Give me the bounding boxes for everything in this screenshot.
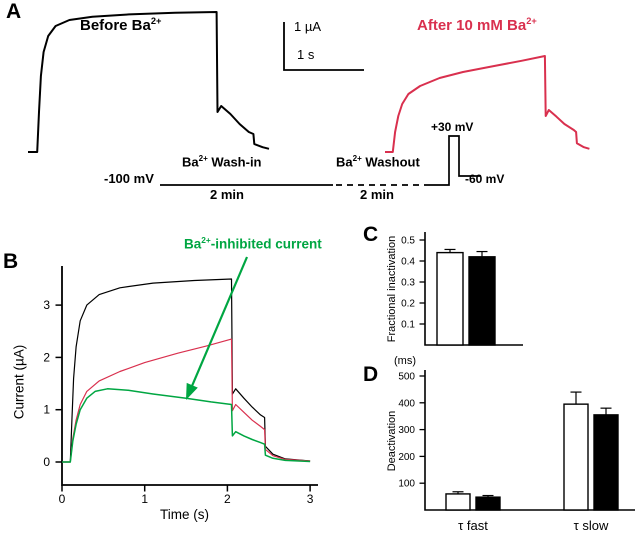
d-bar [563, 403, 589, 511]
d-y-tick-label: 200 [398, 452, 415, 463]
d-bar [593, 414, 619, 511]
panel-label-c: C [363, 223, 379, 246]
b-x-tick-label: 3 [307, 492, 314, 506]
label-part: Ba [184, 236, 202, 252]
d-bar [475, 496, 501, 511]
d-y-tick-label: 300 [398, 425, 415, 436]
trace-b-after [62, 338, 311, 463]
d-unit-label: (ms) [394, 355, 416, 367]
washin-time-label: 2 min [210, 187, 244, 202]
panel-label-d: D [363, 363, 379, 386]
b-y-tick-label: 0 [43, 455, 50, 469]
panel-label-b: B [3, 250, 19, 273]
annotation-arrow-head [186, 382, 198, 400]
label-part: 2+ [526, 16, 537, 26]
protocol-pulse [428, 135, 481, 186]
b-y-axis-label: Current (µA) [11, 344, 27, 420]
trace-b-before [62, 278, 311, 463]
c-y-tick-label: 0.5 [401, 236, 415, 247]
scalebar-horizontal-label: 1 s [297, 47, 315, 62]
b-y-tick-label: 1 [43, 403, 50, 417]
label-part: Washout [361, 154, 420, 170]
washin-label: Ba2+ Wash-in [182, 154, 262, 170]
label-part: Ba [182, 154, 199, 170]
d-y-tick-label: 100 [398, 479, 415, 490]
trace-after-ba [385, 55, 590, 153]
d-y-tick-label: 500 [398, 372, 415, 383]
annotation-arrow-line [190, 256, 249, 387]
c-y-tick-label: 0.2 [401, 299, 415, 310]
label-part: After 10 mM Ba [417, 17, 527, 34]
b-x-axis-label: Time (s) [160, 507, 209, 522]
washout-label: Ba2+ Washout [336, 154, 420, 170]
scalebar-vertical-label: 1 µA [294, 19, 322, 34]
d-bar [445, 493, 471, 511]
label-part: 2+ [150, 16, 162, 26]
step-voltage-label: +30 mV [431, 120, 474, 134]
scale-bars [283, 22, 364, 71]
d-y-axis-label: Deactivation [385, 410, 398, 472]
label-part: 2+ [352, 154, 362, 163]
d-group-label-tau-fast: τ fast [458, 518, 488, 533]
washout-time-label: 2 min [360, 187, 394, 202]
b-x-tick-label: 0 [59, 492, 66, 506]
label-part: Ba [336, 154, 353, 170]
b-x-tick-label: 2 [224, 492, 231, 506]
c-y-tick-label: 0.3 [401, 278, 415, 289]
holding-potential-label: -100 mV [104, 171, 154, 186]
label-part: 2+ [201, 235, 211, 245]
trace-before-ba [28, 11, 270, 153]
b-x-tick-label: 1 [141, 492, 148, 506]
b-y-tick-label: 3 [43, 298, 50, 312]
panel-label-a: A [6, 0, 22, 23]
b-axes [61, 266, 318, 486]
tail-voltage-label: -60 mV [465, 172, 505, 186]
b-y-tick-label: 2 [43, 350, 50, 364]
label-part: Wash-in [207, 154, 262, 170]
c-bar [436, 251, 464, 346]
label-part: 2+ [198, 154, 208, 163]
trace-b-inhibited [62, 388, 311, 463]
label-part: -inhibited current [210, 236, 322, 252]
d-y-tick-label: 400 [398, 398, 415, 409]
label-part: Before Ba [80, 17, 151, 34]
c-y-tick-label: 0.4 [401, 257, 415, 268]
after-ba-label: After 10 mM Ba2+ [417, 16, 537, 35]
c-y-tick-label: 0.1 [401, 320, 415, 331]
inhibited-current-annotation: Ba2+-inhibited current [184, 235, 322, 252]
c-y-axis-label: Fractional inactivation [385, 235, 398, 343]
d-group-label-tau-slow: τ slow [573, 518, 609, 533]
c-bar [468, 256, 496, 346]
before-ba-label: Before Ba2+ [80, 16, 161, 35]
